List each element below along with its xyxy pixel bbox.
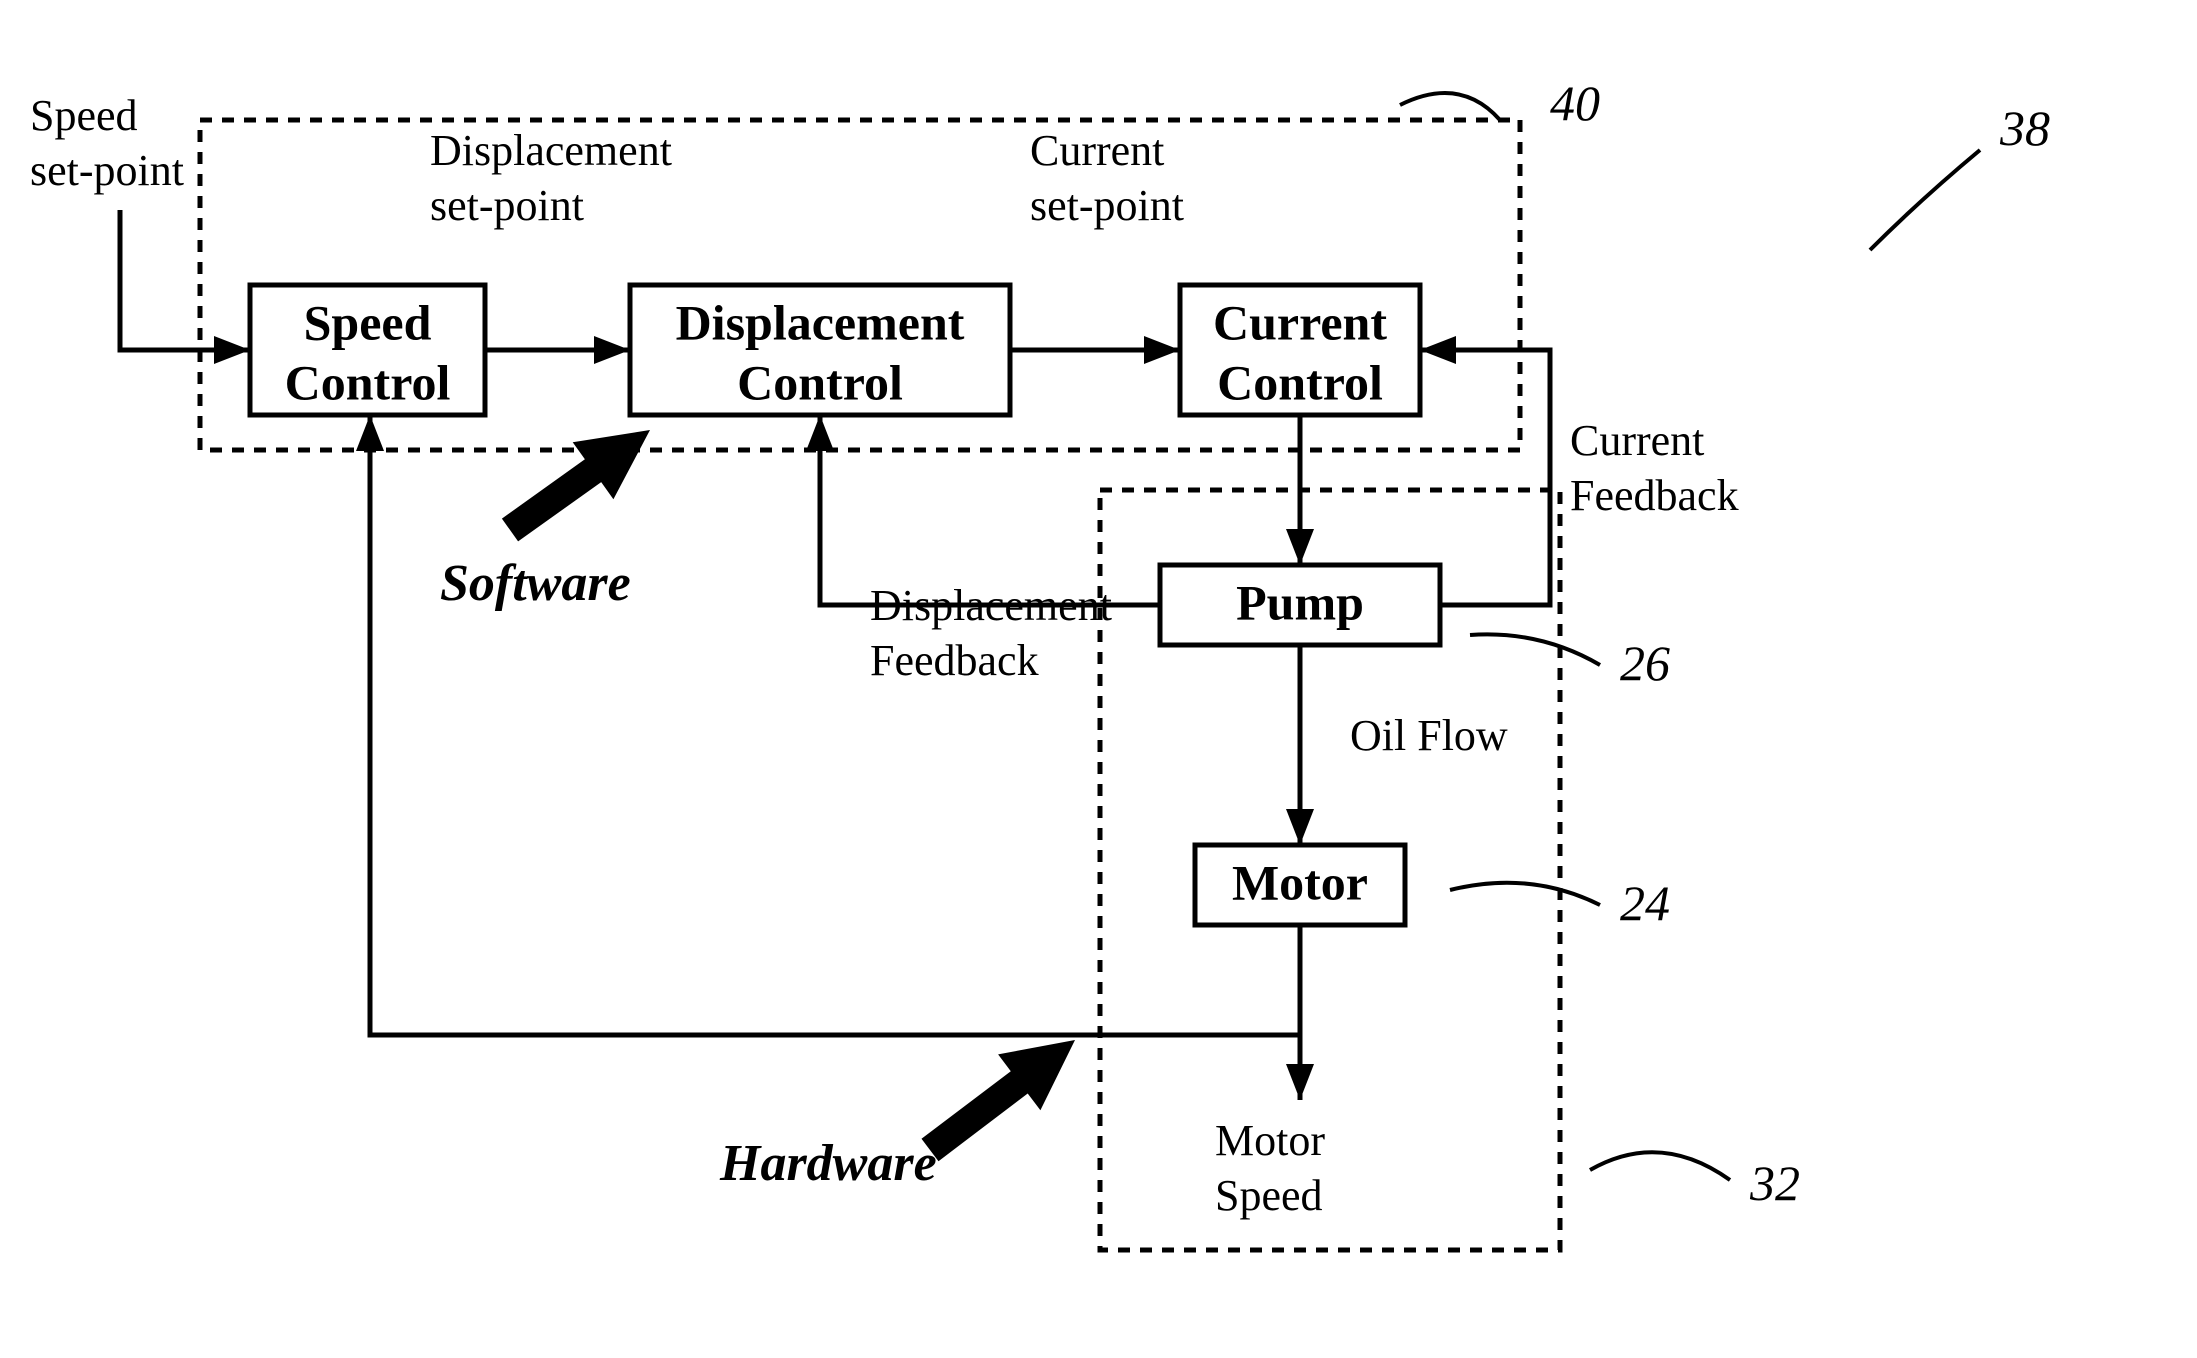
arrowhead (1286, 809, 1314, 845)
pointer-arrow (922, 1040, 1076, 1161)
software-label: Software (440, 555, 631, 612)
pointer-arrow (502, 430, 650, 541)
disp-label-2: Control (737, 354, 903, 410)
disp-label-1: Displacement (676, 295, 965, 351)
current-label-2: Control (1217, 354, 1383, 410)
arrowhead (214, 336, 250, 364)
speed_setpoint-2: set-point (30, 146, 184, 195)
arrowhead (594, 336, 630, 364)
curr_feedback-1: Current (1570, 416, 1704, 465)
hardware-label: Hardware (719, 1135, 937, 1192)
callout-curve_38 (1870, 150, 1980, 250)
curr_setpoint-1: Current (1030, 126, 1164, 175)
motor_speed-1: Motor (1215, 1116, 1325, 1165)
callout-curve_24 (1450, 883, 1600, 905)
refnum-32: 32 (1749, 1155, 1800, 1211)
disp_setpoint-1: Displacement (430, 126, 672, 175)
disp_feedback-1: Displacement (870, 581, 1112, 630)
motor-label: Motor (1232, 854, 1368, 910)
arrowhead (806, 415, 834, 451)
refnum-38: 38 (1999, 100, 2050, 156)
motor_speed-2: Speed (1215, 1171, 1323, 1220)
speed_setpoint-1: Speed (30, 91, 138, 140)
speed-label-2: Control (285, 354, 451, 410)
current-label-1: Current (1213, 295, 1387, 351)
edge-disp_fb (820, 415, 1160, 605)
pump-label: Pump (1236, 574, 1364, 630)
callout-curve_40 (1400, 93, 1500, 120)
arrowhead (1420, 336, 1456, 364)
arrowhead (356, 415, 384, 451)
refnum-40: 40 (1550, 75, 1600, 131)
disp_setpoint-2: set-point (430, 181, 584, 230)
refnum-24: 24 (1620, 875, 1670, 931)
speed-label-1: Speed (304, 295, 432, 351)
arrowhead (1286, 1064, 1314, 1100)
oil-flow-label: Oil Flow (1350, 711, 1508, 760)
disp_feedback-2: Feedback (870, 636, 1039, 685)
arrowhead (1144, 336, 1180, 364)
refnum-26: 26 (1620, 635, 1670, 691)
curr_feedback-2: Feedback (1570, 471, 1739, 520)
callout-curve_32 (1590, 1152, 1730, 1180)
edge-speed_fb (370, 415, 1300, 1035)
arrowhead (1286, 529, 1314, 565)
callout-curve_26 (1470, 634, 1600, 665)
edge-speed_in (120, 210, 250, 350)
curr_setpoint-2: set-point (1030, 181, 1184, 230)
